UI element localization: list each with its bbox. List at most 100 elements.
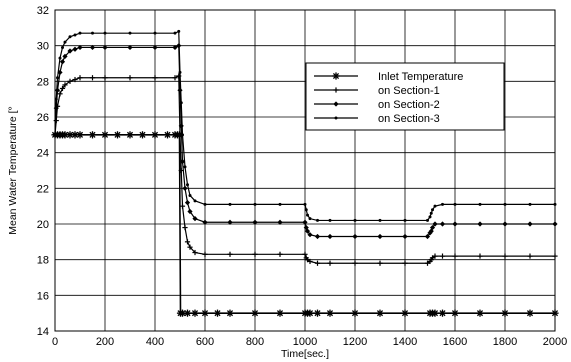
y-tick-label: 32 (37, 5, 49, 17)
data-point (333, 101, 339, 107)
data-point (227, 251, 233, 257)
legend-label: on Section-1 (378, 85, 440, 97)
data-point (61, 45, 64, 49)
data-point (278, 202, 282, 206)
data-point (477, 253, 483, 259)
data-point (314, 260, 321, 266)
y-tick-label: 30 (37, 41, 49, 53)
data-point (173, 31, 177, 35)
data-point (502, 253, 508, 259)
data-point (177, 87, 183, 93)
y-tick-labels: 14 16 18 20 22 24 26 28 30 32 (37, 5, 49, 338)
data-point (56, 76, 59, 80)
data-point (77, 75, 83, 81)
data-point (251, 309, 259, 317)
legend-label: on Section-3 (378, 113, 440, 125)
data-point (67, 78, 73, 84)
data-point (402, 233, 408, 240)
x-tick-label: 1800 (493, 336, 517, 348)
data-point (308, 217, 312, 221)
data-point (452, 253, 458, 259)
legend-item: on Section-1 (314, 85, 440, 97)
data-point (102, 75, 108, 81)
data-point (453, 202, 457, 206)
x-tick-label: 1000 (293, 336, 317, 348)
data-point (477, 221, 483, 227)
series-layer (51, 29, 559, 317)
x-tick-label: 600 (196, 336, 214, 348)
data-point (101, 131, 109, 139)
data-point (59, 59, 66, 65)
data-point (307, 258, 313, 265)
data-point (127, 75, 133, 81)
y-tick-label: 20 (37, 219, 49, 231)
data-point (327, 260, 333, 266)
data-point (187, 208, 193, 215)
data-point (276, 309, 284, 317)
legend-label: Inlet Temperature (378, 71, 463, 83)
data-point (179, 158, 186, 165)
data-point (353, 218, 357, 222)
data-point (184, 200, 191, 206)
data-point (152, 44, 158, 51)
data-point (277, 219, 283, 225)
data-point (441, 202, 444, 206)
data-point (528, 202, 532, 206)
y-tick-label: 18 (37, 255, 49, 267)
data-point (113, 131, 122, 139)
legend-item: on Section-3 (314, 113, 440, 125)
legend-item: Inlet Temperature (314, 71, 463, 83)
data-point (72, 46, 78, 52)
data-point (376, 309, 384, 317)
x-tick-label: 200 (96, 336, 114, 348)
data-point (188, 193, 192, 197)
data-point (429, 211, 433, 215)
data-point (429, 224, 436, 231)
y-tick-label: 22 (37, 183, 49, 195)
data-point (431, 208, 434, 212)
data-point (126, 131, 134, 139)
data-point (89, 75, 96, 81)
y-axis-label: Mean Water Temperature [° (7, 106, 19, 235)
data-point (304, 228, 311, 234)
x-tick-labels: 0 200 400 600 800 1000 1200 1400 1600 1800 2000 (52, 336, 567, 348)
data-point (302, 251, 308, 257)
data-point (377, 233, 383, 240)
data-point (152, 75, 158, 81)
data-point (351, 309, 359, 317)
data-point (334, 116, 338, 120)
x-tick-label: 400 (146, 336, 164, 348)
y-tick-label: 16 (37, 290, 49, 302)
data-point (313, 309, 322, 317)
data-point (57, 91, 63, 97)
data-point (203, 202, 207, 206)
data-point (191, 309, 199, 317)
data-point (183, 165, 187, 169)
data-point (172, 75, 178, 81)
data-point (88, 131, 97, 139)
data-point (431, 309, 439, 317)
data-point (428, 215, 432, 219)
data-point (306, 309, 314, 317)
data-point (403, 218, 407, 222)
data-point (202, 251, 208, 257)
data-point (91, 31, 94, 35)
data-point (432, 253, 438, 259)
data-point (327, 233, 333, 240)
data-point (153, 31, 157, 35)
data-point (304, 208, 308, 212)
series-2 (52, 73, 558, 266)
data-point (426, 218, 429, 222)
x-axis-label: Time[sec.] (281, 348, 329, 360)
data-point (102, 44, 108, 51)
data-point (178, 70, 182, 74)
data-point (424, 233, 431, 240)
data-point (202, 219, 208, 225)
data-point (63, 40, 67, 44)
data-point (179, 203, 186, 209)
data-point (307, 232, 313, 238)
data-point (451, 309, 459, 317)
data-point (352, 233, 358, 240)
legend: Inlet Temperature on Section-1 on Section-… (305, 62, 505, 131)
